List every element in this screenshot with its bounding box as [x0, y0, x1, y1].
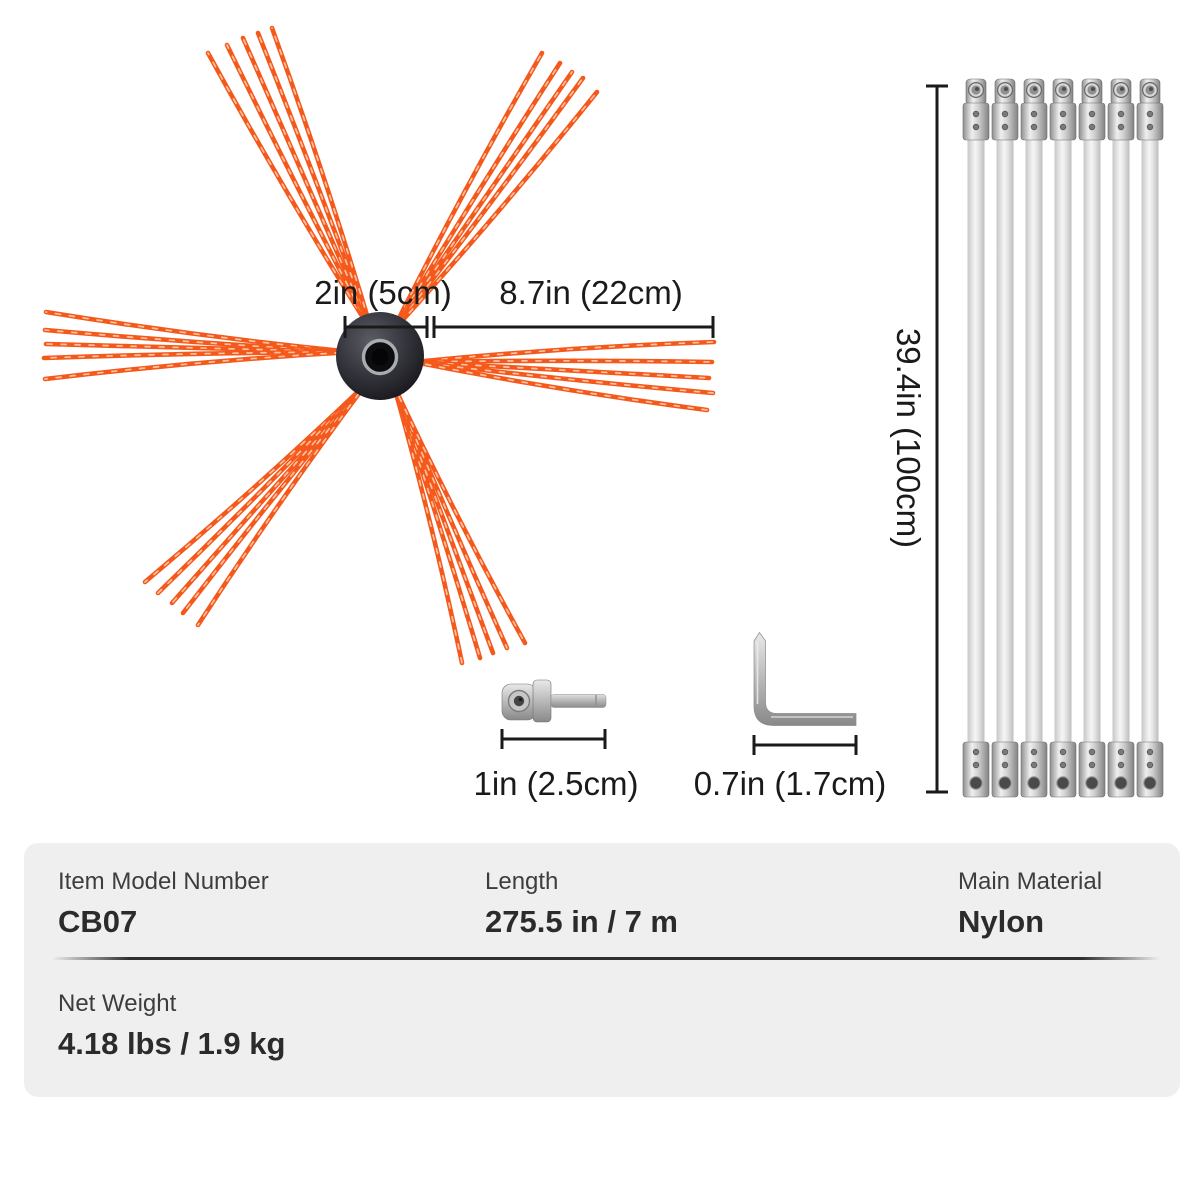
spec-value: Nylon — [958, 904, 1045, 939]
rod-length-label: 39.4in (100cm) — [890, 328, 927, 548]
dim-hex-key — [752, 735, 858, 755]
bristle-strand — [142, 381, 369, 585]
rod — [1020, 78, 1048, 798]
spec-net-weight: Net Weight 4.18 lbs / 1.9 kg — [58, 989, 285, 1063]
bristle-strand — [391, 383, 528, 646]
spec-value: CB07 — [58, 904, 138, 939]
bristle-strand — [195, 381, 369, 628]
adapter-collar — [532, 679, 552, 723]
dim-adapter — [500, 729, 607, 749]
drill-adapter — [501, 679, 607, 723]
spec-label: Item Model Number — [58, 868, 269, 895]
bristle-tuft — [411, 339, 717, 413]
hex-key-dimension-label: 0.7in (1.7cm) — [694, 765, 887, 802]
bristle-dimension-label: 8.7in (22cm) — [499, 274, 682, 311]
dim-brush — [343, 316, 715, 338]
bristle-strand — [411, 339, 717, 365]
bristle-tuft — [41, 309, 355, 382]
rod — [1078, 78, 1106, 798]
adapter-dimension-label: 1in (2.5cm) — [473, 765, 638, 802]
spec-length: Length 275.5 in / 7 m — [485, 867, 678, 941]
spec-value: 4.18 lbs / 1.9 kg — [58, 1026, 286, 1061]
dim-rods — [926, 84, 948, 794]
brush-bristles — [41, 25, 717, 666]
spec-card: Item Model Number CB07 Length 275.5 in /… — [24, 843, 1180, 1097]
spec-label: Length — [485, 868, 559, 895]
spec-label: Net Weight — [58, 990, 177, 1017]
bristle-strand — [411, 359, 716, 396]
bristle-strand — [411, 359, 710, 413]
spec-divider — [52, 957, 1160, 960]
hex-key — [753, 631, 857, 726]
rod — [1049, 78, 1077, 798]
bristle-tuft — [389, 50, 600, 335]
bristle-tuft — [391, 383, 528, 666]
bristle-tuft — [205, 25, 375, 335]
rod — [1107, 78, 1135, 798]
rod — [962, 78, 990, 798]
rod — [991, 78, 1019, 798]
brush-hub — [336, 312, 424, 400]
spec-value: 275.5 in / 7 m — [485, 904, 678, 939]
spec-label: Main Material — [958, 868, 1103, 895]
adapter-shaft — [550, 694, 607, 708]
hub-dimension-label: 2in (5cm) — [314, 274, 452, 311]
rod-set — [962, 78, 1164, 798]
bristle-tuft — [142, 381, 369, 628]
spec-material: Main Material Nylon — [958, 867, 1102, 941]
rod — [1136, 78, 1164, 798]
spec-item-model: Item Model Number CB07 — [58, 867, 269, 941]
